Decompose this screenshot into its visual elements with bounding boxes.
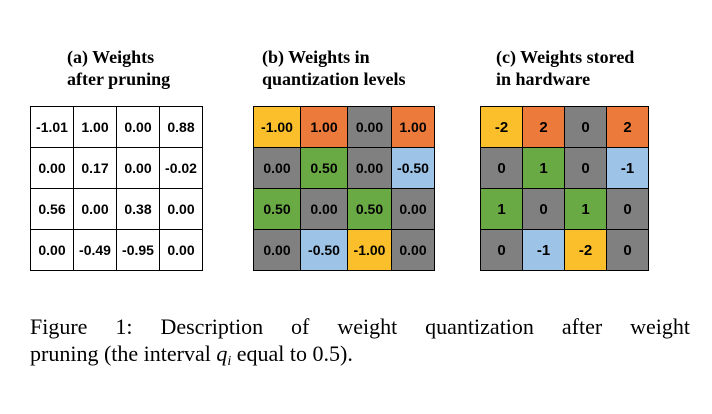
grid-c-cell-r2c2: 1 (523, 148, 565, 189)
grid-a-cell-r1c2: 1.00 (74, 107, 117, 148)
grid-b-cell-r4c1: 0.00 (254, 230, 301, 271)
grid-b-cell-r3c2: 0.00 (301, 189, 348, 230)
grid-c-cell-r4c1: 0 (481, 230, 523, 271)
grid-c-cell-r1c2: 2 (523, 107, 565, 148)
grid-a-cell-r4c2: -0.49 (74, 230, 117, 271)
panel-b-title: (b) Weights in quantization levels (262, 46, 406, 90)
caption-line-2: pruning (the interval qi equal to 0.5). (30, 340, 690, 375)
grid-c-cell-r3c3: 1 (565, 189, 607, 230)
panel-c-title-line-1: (c) Weights stored (496, 47, 635, 67)
panel-a-title-line-2: after pruning (67, 69, 171, 89)
figure-caption: Figure 1: Description of weight quantiza… (30, 313, 690, 375)
grid-c-cell-r2c1: 0 (481, 148, 523, 189)
grid-a-cell-r2c4: -0.02 (160, 148, 203, 189)
hardware-weights-grid: -2 2 0 2 0 1 0 -1 1 0 1 0 0 -1 -2 0 (480, 106, 649, 271)
grid-c-cell-r4c3: -2 (565, 230, 607, 271)
grid-b-cell-r1c4: 1.00 (392, 107, 435, 148)
grid-a-cell-r1c3: 0.00 (117, 107, 160, 148)
grid-c-cell-r3c1: 1 (481, 189, 523, 230)
caption-variable-q: q (216, 341, 228, 366)
grid-a-cell-r2c2: 0.17 (74, 148, 117, 189)
grid-a-cell-r1c4: 0.88 (160, 107, 203, 148)
grid-b-cell-r4c4: 0.00 (392, 230, 435, 271)
grid-b-cell-r2c3: 0.00 (348, 148, 392, 189)
grid-c-cell-r2c4: -1 (607, 148, 649, 189)
grid-b-cell-r2c2: 0.50 (301, 148, 348, 189)
panel-a-title: (a) Weights after pruning (67, 46, 170, 90)
grid-b-cell-r1c2: 1.00 (301, 107, 348, 148)
panel-c-title-line-2: in hardware (496, 69, 591, 89)
grid-c-cell-r1c1: -2 (481, 107, 523, 148)
quantized-weights-grid: -1.00 1.00 0.00 1.00 0.00 0.50 0.00 -0.50 0.50 0.… (253, 106, 435, 271)
weights-after-pruning-grid: -1.01 1.00 0.00 0.88 0.00 0.17 0.00 -0.02 0.56 0.… (30, 106, 203, 271)
grid-c-cell-r3c2: 0 (523, 189, 565, 230)
grid-b-cell-r4c2: -0.50 (301, 230, 348, 271)
grid-a-cell-r4c3: -0.95 (117, 230, 160, 271)
caption-line-2-start: pruning (the interval (30, 341, 217, 366)
caption-line-1: Figure 1: Description of weight quantiza… (30, 314, 690, 339)
grid-b-cell-r1c3: 0.00 (348, 107, 392, 148)
grid-a-cell-r3c2: 0.00 (74, 189, 117, 230)
grid-c-cell-r3c4: 0 (607, 189, 649, 230)
grid-c-cell-r1c4: 2 (607, 107, 649, 148)
caption-variable-subscript: i (227, 354, 232, 369)
grid-a-cell-r3c1: 0.56 (31, 189, 74, 230)
grid-b-cell-r3c4: 0.00 (392, 189, 435, 230)
grid-a-cell-r1c1: -1.01 (31, 107, 74, 148)
grid-b-cell-r3c1: 0.50 (254, 189, 301, 230)
grid-c-cell-r1c3: 0 (565, 107, 607, 148)
grid-c-cell-r4c4: 0 (607, 230, 649, 271)
grid-c-cell-r2c3: 0 (565, 148, 607, 189)
panel-b-title-line-2: quantization levels (262, 69, 406, 89)
grid-a-cell-r3c3: 0.38 (117, 189, 160, 230)
grid-c-cell-r4c2: -1 (523, 230, 565, 271)
grid-b-cell-r3c3: 0.50 (348, 189, 392, 230)
panel-a-title-line-1: (a) Weights (67, 47, 155, 67)
grid-a-cell-r2c1: 0.00 (31, 148, 74, 189)
panel-c-title: (c) Weights stored in hardware (496, 46, 634, 90)
grid-a-cell-r2c3: 0.00 (117, 148, 160, 189)
grid-b-cell-r2c4: -0.50 (392, 148, 435, 189)
grid-b-cell-r1c1: -1.00 (254, 107, 301, 148)
caption-line-2-end: equal to 0.5). (231, 341, 353, 366)
grid-a-cell-r4c4: 0.00 (160, 230, 203, 271)
grid-b-cell-r2c1: 0.00 (254, 148, 301, 189)
panel-b-title-line-1: (b) Weights in (262, 47, 370, 67)
grid-a-cell-r3c4: 0.00 (160, 189, 203, 230)
grid-b-cell-r4c3: -1.00 (348, 230, 392, 271)
grid-a-cell-r4c1: 0.00 (31, 230, 74, 271)
